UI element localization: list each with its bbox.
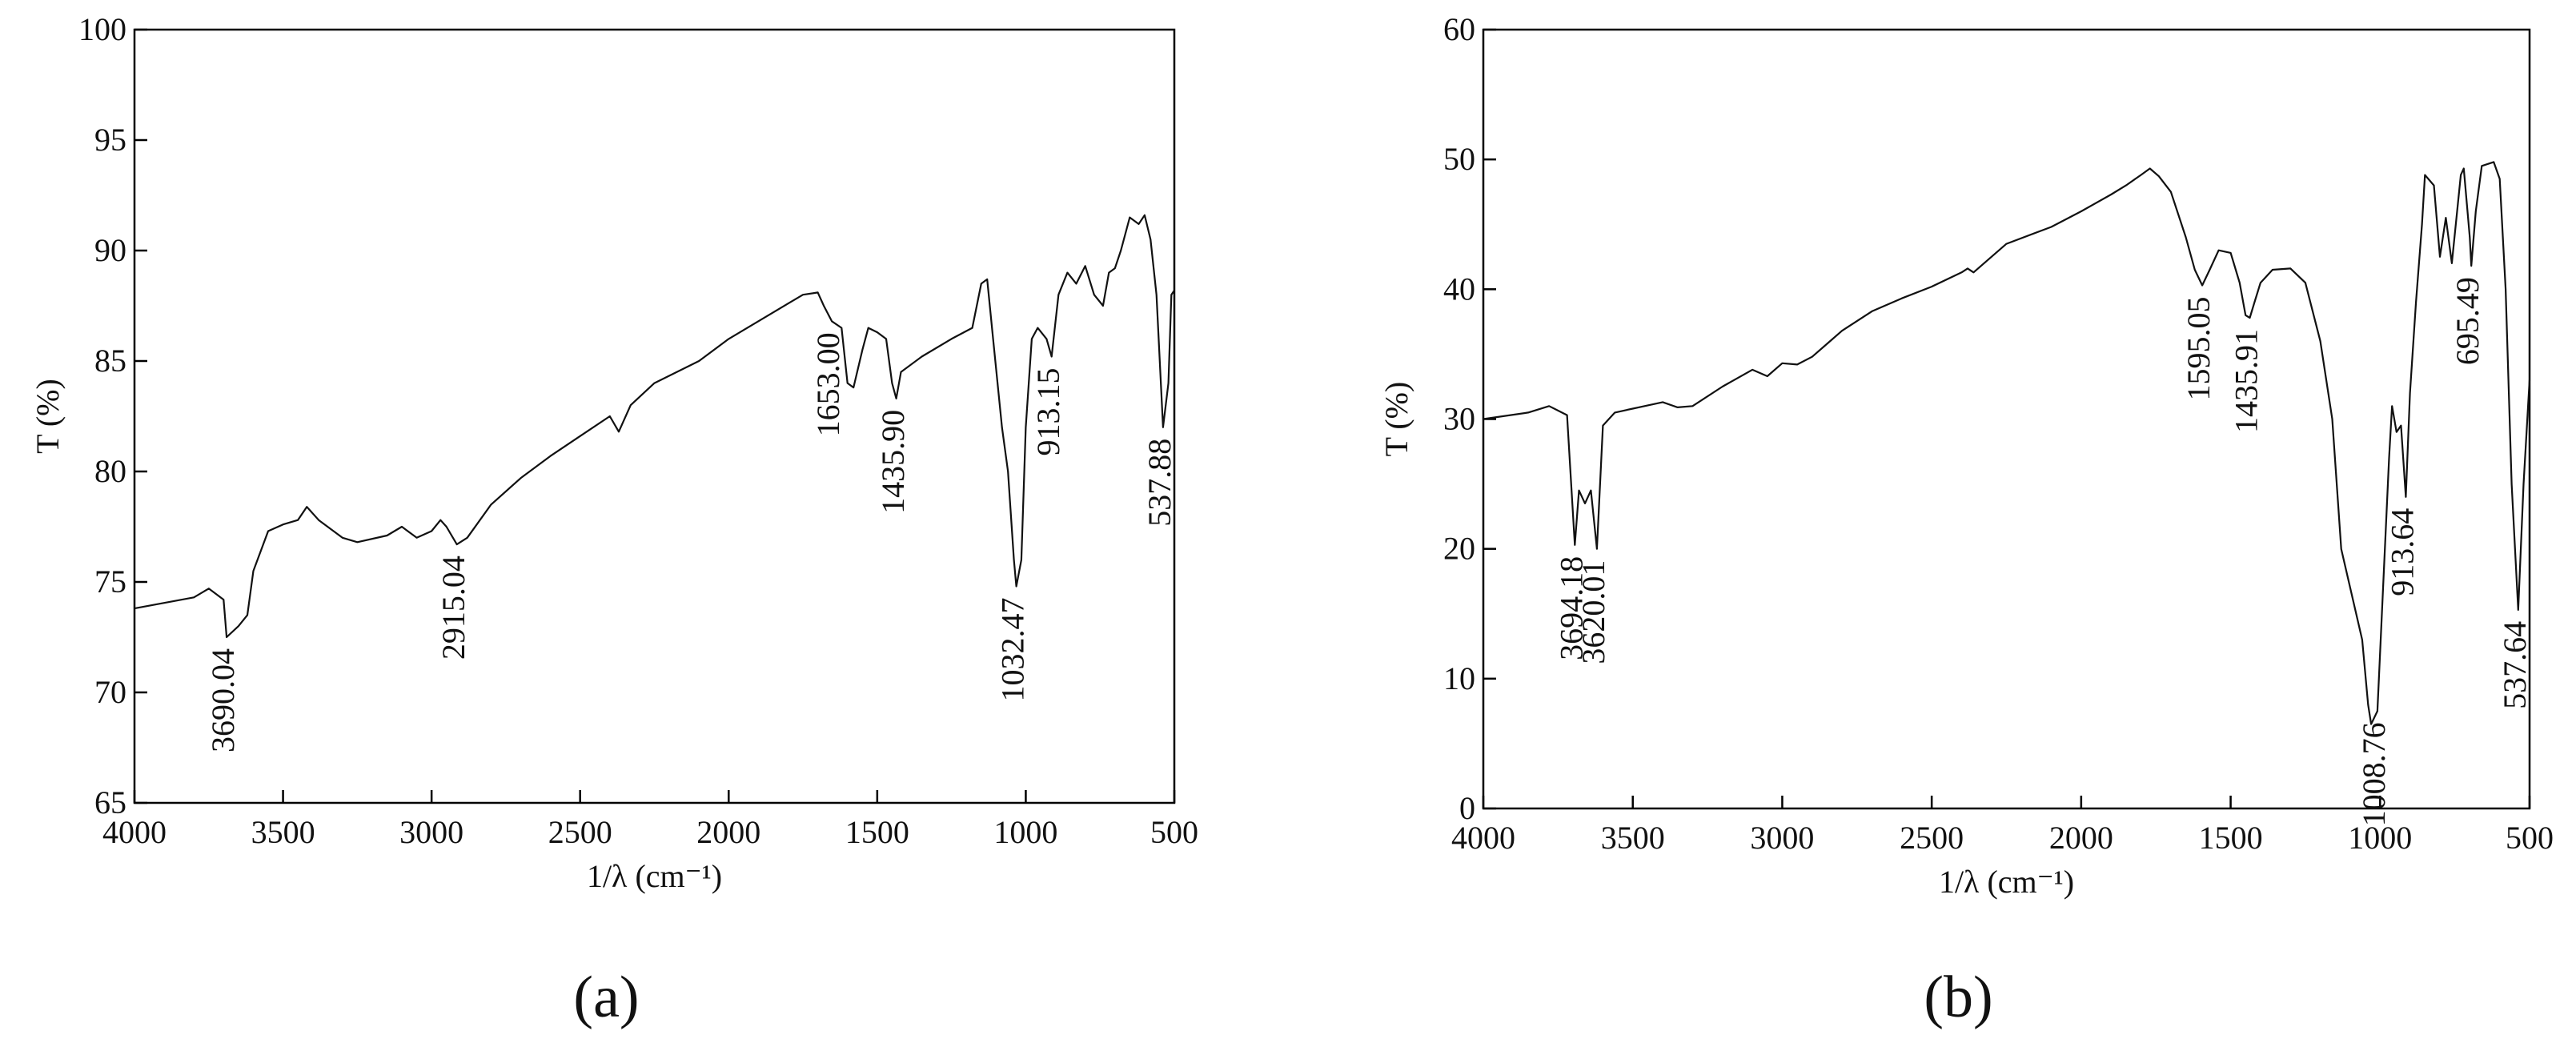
y-tick-label: 65 bbox=[94, 784, 126, 820]
x-tick-label: 4000 bbox=[1451, 820, 1515, 856]
y-axis-label: T (%) bbox=[1378, 382, 1414, 457]
x-tick-label: 500 bbox=[1150, 814, 1198, 850]
spectrum-line bbox=[1483, 161, 2531, 725]
x-axis-label: 1/λ (cm⁻¹) bbox=[1939, 864, 2074, 900]
x-tick-label: 4000 bbox=[102, 814, 167, 850]
y-tick-label: 50 bbox=[1443, 141, 1475, 177]
peak-label: 1032.47 bbox=[995, 598, 1031, 702]
y-tick-label: 100 bbox=[78, 11, 126, 47]
x-tick-label: 3000 bbox=[399, 814, 463, 850]
x-tick-label: 1000 bbox=[2348, 820, 2412, 856]
x-tick-label: 2000 bbox=[696, 814, 760, 850]
y-tick-label: 0 bbox=[1459, 790, 1475, 826]
y-tick-label: 95 bbox=[94, 122, 126, 158]
peak-label: 1008.76 bbox=[2356, 722, 2392, 826]
peak-label: 695.49 bbox=[2450, 277, 2486, 365]
y-tick-label: 60 bbox=[1443, 11, 1475, 47]
plot-frame bbox=[1482, 28, 2531, 810]
peak-label: 3620.01 bbox=[1575, 560, 1611, 664]
x-tick-label: 1500 bbox=[2199, 820, 2263, 856]
x-tick-label: 1000 bbox=[993, 814, 1057, 850]
peak-label: 2915.04 bbox=[435, 556, 471, 660]
x-tick-label: 2500 bbox=[548, 814, 612, 850]
panel-label: (a) bbox=[573, 965, 639, 1030]
y-tick-label: 75 bbox=[94, 564, 126, 600]
x-tick-label: 3500 bbox=[1601, 820, 1665, 856]
peak-label: 913.64 bbox=[2385, 508, 2421, 596]
peak-label: 3690.04 bbox=[205, 648, 241, 752]
y-tick-label: 80 bbox=[94, 453, 126, 489]
y-tick-label: 85 bbox=[94, 343, 126, 379]
peak-label: 537.88 bbox=[1142, 439, 1178, 527]
y-tick-label: 30 bbox=[1443, 401, 1475, 437]
x-tick-label: 3500 bbox=[251, 814, 315, 850]
y-tick-label: 70 bbox=[94, 674, 126, 710]
y-tick-label: 10 bbox=[1443, 660, 1475, 696]
peak-label: 537.64 bbox=[2497, 621, 2533, 709]
peak-label: 1435.91 bbox=[2229, 329, 2265, 433]
panel-label: (b) bbox=[1924, 965, 1992, 1030]
x-tick-label: 2000 bbox=[2049, 820, 2113, 856]
peak-label: 913.15 bbox=[1030, 367, 1066, 455]
y-axis-label: T (%) bbox=[30, 379, 66, 454]
x-axis-label: 1/λ (cm⁻¹) bbox=[587, 858, 722, 894]
x-tick-label: 1500 bbox=[845, 814, 909, 850]
peak-label: 1653.00 bbox=[810, 332, 846, 436]
x-tick-label: 2500 bbox=[1900, 820, 1964, 856]
peak-label: 1435.90 bbox=[875, 410, 911, 514]
peak-label: 3694.18 bbox=[1553, 556, 1589, 660]
x-tick-label: 3000 bbox=[1750, 820, 1814, 856]
peak-label: 1595.05 bbox=[2181, 296, 2217, 400]
x-tick-label: 500 bbox=[2506, 820, 2554, 856]
y-tick-label: 90 bbox=[94, 232, 126, 268]
y-tick-label: 20 bbox=[1443, 531, 1475, 567]
spectrum-line bbox=[134, 214, 1175, 639]
plot-frame bbox=[133, 28, 1176, 804]
y-tick-label: 40 bbox=[1443, 271, 1475, 307]
